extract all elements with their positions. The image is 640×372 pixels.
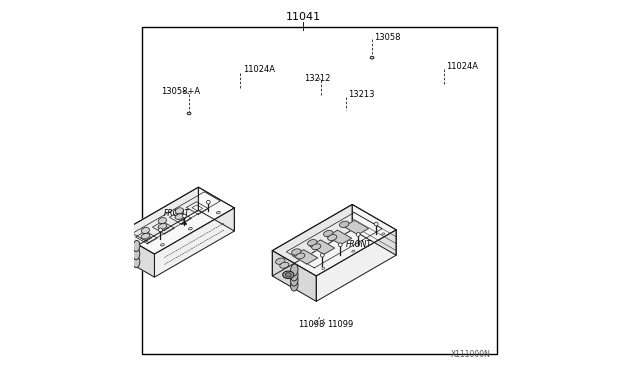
Polygon shape: [273, 251, 316, 301]
Ellipse shape: [133, 257, 140, 268]
Text: 11024A: 11024A: [243, 65, 275, 74]
Ellipse shape: [124, 237, 132, 243]
Polygon shape: [118, 187, 234, 254]
Polygon shape: [198, 187, 234, 231]
Ellipse shape: [308, 240, 317, 246]
Ellipse shape: [339, 221, 349, 227]
Text: 11041: 11041: [285, 12, 321, 22]
Text: 11024A: 11024A: [447, 62, 479, 71]
Text: 13213: 13213: [348, 90, 375, 99]
Text: 13212: 13212: [305, 74, 331, 83]
Polygon shape: [118, 233, 154, 277]
Polygon shape: [316, 230, 396, 301]
Ellipse shape: [124, 243, 133, 249]
Polygon shape: [273, 205, 352, 276]
Ellipse shape: [296, 253, 305, 259]
Polygon shape: [327, 230, 351, 244]
Polygon shape: [352, 205, 396, 255]
Ellipse shape: [312, 244, 321, 250]
Text: FRONT: FRONT: [164, 209, 189, 218]
Ellipse shape: [141, 234, 150, 239]
Ellipse shape: [158, 224, 167, 229]
Polygon shape: [154, 208, 234, 277]
Ellipse shape: [291, 264, 298, 276]
Ellipse shape: [291, 269, 298, 281]
Polygon shape: [118, 187, 198, 256]
Polygon shape: [273, 205, 396, 276]
Ellipse shape: [280, 262, 289, 268]
Circle shape: [159, 228, 163, 232]
Circle shape: [321, 253, 324, 257]
Ellipse shape: [276, 258, 285, 264]
Polygon shape: [293, 250, 317, 264]
Text: 11098: 11098: [298, 320, 324, 329]
Ellipse shape: [175, 214, 184, 219]
Ellipse shape: [141, 227, 150, 234]
Circle shape: [182, 214, 186, 218]
Ellipse shape: [291, 279, 298, 291]
Circle shape: [339, 243, 342, 247]
Circle shape: [356, 232, 360, 236]
Text: X111000N: X111000N: [451, 350, 491, 359]
Circle shape: [374, 222, 378, 226]
Ellipse shape: [133, 248, 140, 260]
Polygon shape: [344, 220, 369, 235]
Ellipse shape: [291, 274, 298, 286]
Ellipse shape: [159, 218, 166, 224]
Ellipse shape: [187, 112, 191, 115]
Ellipse shape: [133, 240, 140, 251]
Ellipse shape: [328, 235, 337, 241]
Bar: [142, 27, 497, 354]
Ellipse shape: [370, 56, 374, 59]
Text: 11099: 11099: [326, 320, 353, 329]
Ellipse shape: [324, 230, 333, 237]
Ellipse shape: [175, 208, 184, 214]
Polygon shape: [310, 240, 335, 254]
Ellipse shape: [283, 271, 294, 279]
Ellipse shape: [285, 273, 291, 277]
Text: 13058+A: 13058+A: [161, 87, 200, 96]
Ellipse shape: [292, 249, 301, 255]
Text: FRONT: FRONT: [346, 240, 372, 249]
Circle shape: [207, 200, 211, 204]
Text: 13058: 13058: [374, 33, 401, 42]
